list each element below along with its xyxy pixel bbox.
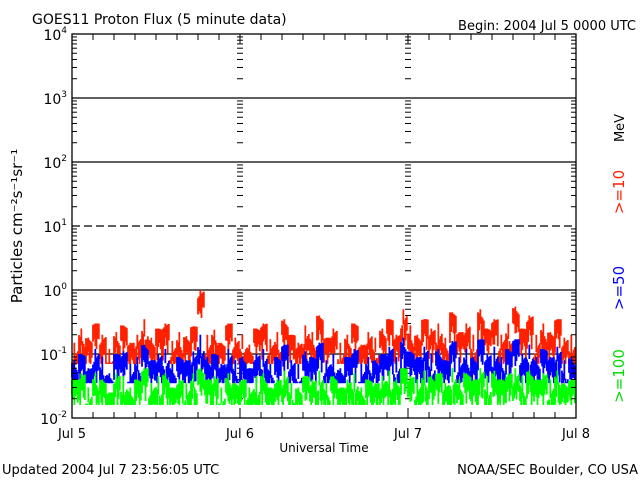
- begin-label: Begin: 2004 Jul 5 0000 UTC: [458, 19, 636, 34]
- plot-series: [71, 290, 576, 405]
- y-tick-label: 102: [43, 154, 67, 172]
- x-tick-label: Jul 8: [561, 427, 590, 442]
- y-tick-label: 104: [43, 26, 67, 44]
- legend-ge10: >=10: [610, 170, 628, 214]
- axes: 10-2 10-1 100 101 102 103 104 Jul 5 Jul 6 Jul 7 Ju…: [40, 26, 590, 442]
- y-tick-label: 101: [43, 218, 67, 236]
- energy-legend: MeV >=10 >=50 >=100: [610, 114, 628, 403]
- x-tick-label: Jul 5: [57, 427, 86, 442]
- series-2: [71, 368, 576, 405]
- chart-title: GOES11 Proton Flux (5 minute data): [32, 12, 287, 28]
- x-axis-label: Universal Time: [279, 441, 368, 455]
- y-tick-label: 100: [43, 282, 67, 300]
- y-axis-label: Particles cm⁻²s⁻¹sr⁻¹: [8, 149, 26, 303]
- x-tick-label: Jul 7: [393, 427, 422, 442]
- y-tick-label: 10-2: [40, 410, 67, 428]
- y-tick-label: 103: [43, 90, 67, 108]
- legend-ge50: >=50: [610, 266, 628, 310]
- x-tick-label: Jul 6: [225, 427, 254, 442]
- footer-source: NOAA/SEC Boulder, CO USA: [457, 463, 638, 478]
- legend-mev: MeV: [613, 114, 628, 142]
- series-1: [71, 334, 576, 384]
- footer-updated: Updated 2004 Jul 7 23:56:05 UTC: [2, 463, 219, 478]
- legend-ge100: >=100: [610, 349, 628, 403]
- y-tick-label: 10-1: [40, 346, 67, 364]
